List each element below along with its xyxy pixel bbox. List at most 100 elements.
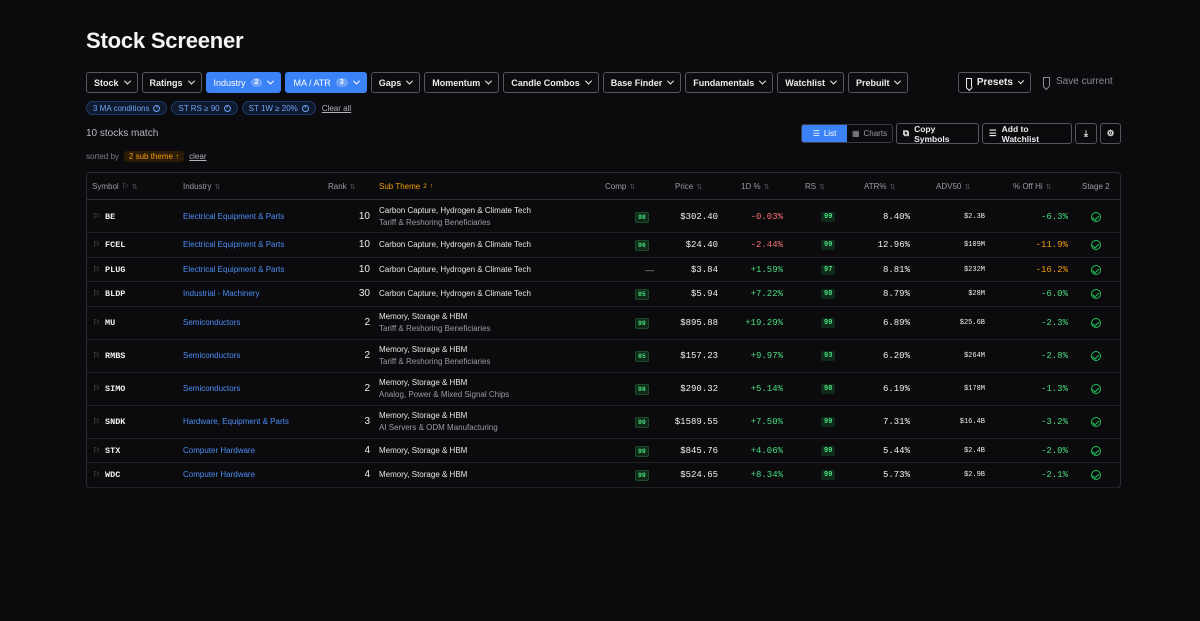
col-rs[interactable]: RS ⇅ — [805, 182, 825, 191]
col-offhi[interactable]: % Off Hi ⇅ — [1013, 182, 1052, 191]
col-price[interactable]: Price ⇅ — [675, 182, 703, 191]
col-symbol[interactable]: Symbol ⚐ ⇅ — [92, 182, 138, 191]
symbol[interactable]: SNDK — [105, 417, 126, 427]
comp-badge: 98 — [635, 211, 649, 223]
industry-link[interactable]: Hardware, Equipment & Parts — [183, 417, 289, 426]
sort-icon: ⇅ — [964, 183, 971, 191]
industry-link[interactable]: Computer Hardware — [183, 445, 256, 455]
remove-chip-icon[interactable]: × — [301, 104, 309, 112]
flag-icon[interactable]: ⚐ — [93, 264, 101, 274]
charts-view-button[interactable]: ▦ Charts — [851, 129, 888, 138]
off-high-value: -16.2% — [1035, 264, 1068, 275]
flag-icon[interactable]: ⚐ — [93, 445, 101, 455]
industry-link[interactable]: Electrical Equipment & Parts — [183, 211, 285, 221]
filter-industry-button[interactable]: Industry 2 — [205, 72, 282, 93]
filter-chip[interactable]: ST 1W ≥ 20% × — [241, 101, 316, 115]
filter-fundamentals-button[interactable]: Fundamentals — [685, 72, 774, 93]
filter-candle-combos-button[interactable]: Candle Combos — [503, 72, 599, 93]
industry-link[interactable]: Computer Hardware — [183, 470, 256, 480]
table-row[interactable]: ⚐ FCEL Electrical Equipment & Parts 10 Carbo… — [87, 233, 1120, 258]
clear-all-link[interactable]: Clear all — [321, 103, 352, 113]
sort-icon: ⇅ — [1045, 183, 1052, 191]
flag-icon[interactable]: ⚐ — [93, 470, 101, 480]
save-current-button[interactable]: Save current — [1043, 76, 1113, 87]
industry-link[interactable]: Semiconductors — [183, 351, 241, 360]
flag-icon[interactable]: ⚐ — [93, 240, 101, 250]
table-row[interactable]: ⚐ MU Semiconductors 2 Memory, Storage & HBM T… — [87, 307, 1120, 340]
clear-sort-link[interactable]: clear — [189, 152, 207, 161]
industry-link[interactable]: Electrical Equipment & Parts — [183, 264, 285, 274]
column-settings-button[interactable]: ⚙ — [1100, 123, 1121, 144]
symbol[interactable]: RMBS — [105, 351, 126, 361]
sort-chip[interactable]: 2 sub theme ↑ — [123, 151, 185, 162]
col-atr[interactable]: ATR% ⇅ — [864, 182, 896, 191]
industry-link[interactable]: Electrical Equipment & Parts — [183, 240, 285, 250]
remove-chip-icon[interactable]: × — [223, 104, 231, 112]
symbol[interactable]: MU — [105, 318, 116, 328]
table-row[interactable]: ⚐ PLUG Electrical Equipment & Parts 10 Carbo… — [87, 258, 1120, 282]
table-row[interactable]: ⚐ BLDP Industrial - Machinery 30 Carbon Capt… — [87, 282, 1120, 307]
price-value: $524.65 — [680, 470, 718, 481]
table-row[interactable]: ⚐ BE Electrical Equipment & Parts 10 Carbon … — [87, 200, 1120, 233]
col-industry[interactable]: Industry ⇅ — [183, 182, 221, 191]
sub-theme-secondary: Tariff & Reshoring Beneficiaries — [379, 217, 491, 227]
filter-prebuilt-button[interactable]: Prebuilt — [847, 72, 909, 93]
rs-badge: 99 — [821, 417, 836, 427]
filter-ma-atr-button[interactable]: MA / ATR 3 — [285, 72, 367, 93]
symbol[interactable]: STX — [105, 445, 121, 456]
symbol[interactable]: BE — [105, 211, 116, 222]
col-adv50[interactable]: ADV50 ⇅ — [936, 182, 971, 191]
filter-chip[interactable]: ST RS ≥ 90 × — [171, 101, 238, 115]
filter-base-finder-button[interactable]: Base Finder — [602, 72, 682, 93]
filter-chip[interactable]: 3 MA conditions × — [86, 101, 168, 115]
change-1d: -2.44% — [750, 240, 783, 251]
table-row[interactable]: ⚐ RMBS Semiconductors 2 Memory, Storage & HB… — [87, 340, 1120, 373]
filter-momentum-button[interactable]: Momentum — [424, 72, 500, 93]
list-view-button[interactable]: ☰ List — [802, 125, 847, 142]
adv50-value: $232M — [963, 265, 985, 274]
filter-stock-button[interactable]: Stock — [86, 72, 138, 93]
copy-symbols-button[interactable]: ⧉ Copy Symbols — [896, 123, 979, 144]
table-row[interactable]: ⚐ SIMO Semiconductors 2 Memory, Storage & HB… — [87, 373, 1120, 406]
add-to-watchlist-button[interactable]: ☰ Add to Watchlist — [982, 123, 1072, 144]
symbol[interactable]: BLDP — [105, 289, 126, 300]
filter-gaps-button[interactable]: Gaps — [370, 72, 421, 93]
price-value: $24.40 — [685, 240, 718, 251]
table-row[interactable]: ⚐ SNDK Hardware, Equipment & Parts 3 Memory,… — [87, 406, 1120, 439]
col-stage2[interactable]: Stage 2 — [1082, 182, 1110, 191]
col-rank[interactable]: Rank ⇅ — [328, 182, 356, 191]
flag-icon[interactable]: ⚐ — [93, 289, 101, 299]
sub-theme-primary: Carbon Capture, Hydrogen & Climate Tech — [379, 240, 531, 250]
symbol[interactable]: SIMO — [105, 384, 126, 394]
symbol[interactable]: FCEL — [105, 240, 126, 251]
filter-watchlist-button[interactable]: Watchlist — [777, 72, 844, 93]
flag-icon[interactable]: ⚐ — [93, 417, 101, 426]
flag-icon[interactable]: ⚐ — [93, 211, 101, 221]
download-button[interactable]: ⤓ — [1075, 123, 1097, 144]
industry-link[interactable]: Industrial - Machinery — [183, 289, 260, 299]
filter-ratings-button[interactable]: Ratings — [141, 72, 202, 93]
industry-link[interactable]: Semiconductors — [183, 384, 241, 393]
col-subtheme[interactable]: Sub Theme 2 ↑ — [379, 182, 434, 191]
flag-icon[interactable]: ⚐ — [93, 351, 101, 360]
col-1d[interactable]: 1D % ⇅ — [741, 182, 770, 191]
industry-link[interactable]: Semiconductors — [183, 318, 241, 327]
adv50-value: $28M — [968, 290, 985, 299]
flag-icon[interactable]: ⚐ — [93, 318, 101, 327]
remove-chip-icon[interactable]: × — [153, 104, 161, 112]
comp-badge: 99 — [635, 417, 649, 428]
symbol[interactable]: WDC — [105, 470, 121, 481]
atr-value: 8.81% — [882, 264, 910, 275]
rs-badge: 98 — [821, 289, 836, 300]
rs-badge: 98 — [821, 384, 836, 394]
atr-value: 12.96% — [877, 240, 910, 251]
col-comp[interactable]: Comp ⇅ — [605, 182, 636, 191]
presets-button[interactable]: Presets — [958, 72, 1031, 93]
flag-icon[interactable]: ⚐ — [93, 384, 101, 393]
symbol[interactable]: PLUG — [105, 264, 126, 275]
rank-value: 10 — [358, 210, 370, 222]
table-row[interactable]: ⚐ STX Computer Hardware 4 Memory, Storage & … — [87, 439, 1120, 463]
rs-badge: 93 — [821, 351, 836, 361]
table-row[interactable]: ⚐ WDC Computer Hardware 4 Memory, Storage & … — [87, 463, 1120, 488]
off-high-value: -6.3% — [1040, 211, 1068, 222]
